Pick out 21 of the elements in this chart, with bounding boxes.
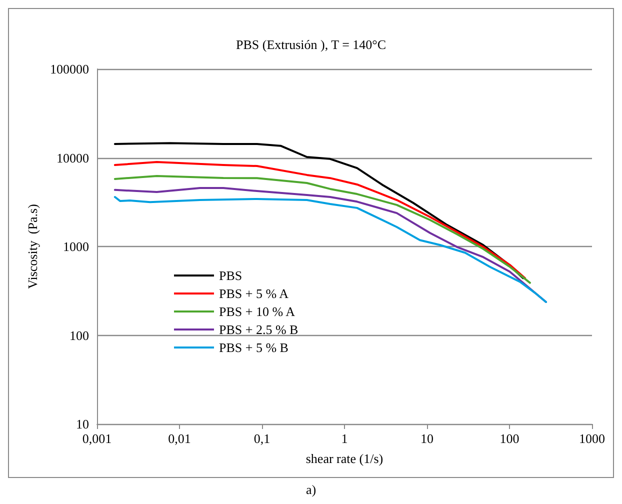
chart-title: PBS (Extrusión ), T = 140°C <box>236 37 386 52</box>
x-tick-label: 1000 <box>579 431 605 446</box>
legend-label: PBS + 5 % A <box>219 286 290 301</box>
x-tick-label: 0,001 <box>82 431 112 446</box>
legend-label: PBS + 10 % A <box>219 304 296 319</box>
legend-label: PBS <box>219 268 242 283</box>
legend-label: PBS + 2.5 % B <box>219 322 299 337</box>
y-tick-label: 1000 <box>63 239 89 254</box>
y-tick-label: 10 <box>76 416 89 432</box>
x-axis-title: shear rate (1/s) <box>306 451 384 466</box>
legend-label: PBS + 5 % B <box>219 340 289 355</box>
y-tick-label: 100 <box>70 328 89 343</box>
x-tick-label: 10 <box>420 431 434 446</box>
y-tick-label: 10000 <box>56 150 89 166</box>
x-tick-label: 0,01 <box>168 431 191 446</box>
x-tick-label: 100 <box>500 431 520 446</box>
x-tick-label: 0,1 <box>254 431 270 446</box>
y-axis-title: Viscosity (Pa.s) <box>25 204 40 289</box>
text: a) <box>304 482 318 498</box>
y-tick-label: 100000 <box>50 62 89 76</box>
x-tick-label: 1 <box>341 431 348 446</box>
